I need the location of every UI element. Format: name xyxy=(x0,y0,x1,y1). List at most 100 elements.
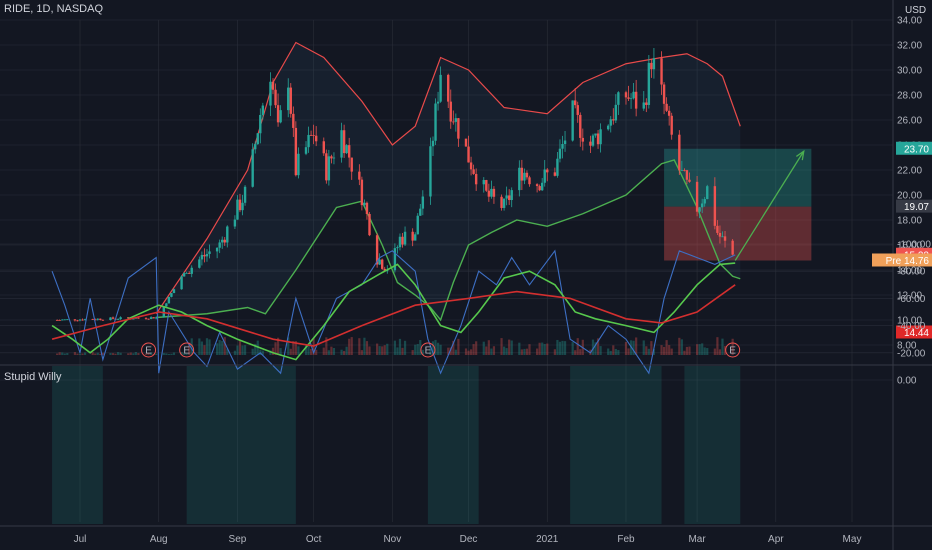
volume-bar xyxy=(502,346,506,355)
volume-bar xyxy=(170,353,173,355)
volume-bar xyxy=(439,344,442,355)
candle xyxy=(312,135,315,136)
price-tick-label: 20.00 xyxy=(897,191,922,202)
volume-bar xyxy=(226,348,229,355)
candle xyxy=(340,130,343,158)
candle xyxy=(276,105,280,123)
candle xyxy=(576,105,579,115)
candle xyxy=(452,121,455,123)
candle xyxy=(716,225,719,233)
candle xyxy=(713,186,717,226)
candle xyxy=(398,236,402,248)
volume-bar xyxy=(487,340,490,355)
volume-bar xyxy=(294,341,297,355)
volume-bar xyxy=(162,353,165,355)
candle xyxy=(447,74,450,102)
volume-bar xyxy=(701,343,704,355)
volume-bar xyxy=(150,352,153,355)
candle xyxy=(101,319,105,321)
candle xyxy=(172,289,176,294)
candle xyxy=(538,186,541,191)
volume-bar xyxy=(594,342,597,355)
volume-bar xyxy=(523,348,526,355)
volume-bar xyxy=(467,350,470,355)
volume-bar xyxy=(447,347,450,355)
candle xyxy=(457,118,460,139)
volume-bar xyxy=(61,352,64,355)
indicator-label[interactable]: Stupid Willy xyxy=(4,371,61,383)
volume-bar xyxy=(411,350,414,355)
volume-bar xyxy=(327,350,330,355)
candle xyxy=(454,118,458,122)
candle xyxy=(325,153,328,181)
price-tick-label: 28.00 xyxy=(897,91,922,102)
osc-shade xyxy=(570,366,662,524)
osc-tick-label: -40.00 xyxy=(897,321,926,332)
osc-shade xyxy=(684,366,741,524)
candle xyxy=(706,186,709,200)
candle xyxy=(297,153,300,176)
volume-bar xyxy=(596,338,600,355)
candle xyxy=(380,259,384,269)
price-tag xyxy=(896,199,932,213)
candle xyxy=(322,141,325,154)
candle xyxy=(137,317,140,319)
volume-bar xyxy=(378,346,381,355)
volume-bar xyxy=(520,349,523,355)
time-tick-label: Nov xyxy=(383,534,401,545)
volume-bar xyxy=(243,345,247,355)
volume-bar xyxy=(645,346,648,355)
candle xyxy=(180,276,183,290)
candle xyxy=(304,147,308,154)
candle xyxy=(518,167,521,191)
candle xyxy=(167,296,171,304)
candle xyxy=(624,92,628,98)
candle xyxy=(667,110,671,116)
volume-bar xyxy=(91,352,94,355)
volume-bar xyxy=(167,353,170,355)
candle xyxy=(614,104,618,121)
price-tick-label: 12.00 xyxy=(897,291,922,302)
currency-text: USD xyxy=(905,5,927,16)
volume-bar xyxy=(129,352,132,355)
volume-bar xyxy=(538,342,541,355)
volume-bar xyxy=(292,341,295,355)
candle xyxy=(449,101,452,122)
candle xyxy=(469,162,473,170)
earnings-marker xyxy=(179,342,195,358)
volume-bar xyxy=(419,339,422,355)
volume-bar xyxy=(518,342,521,355)
volume-bar xyxy=(241,345,244,355)
candle xyxy=(683,170,686,171)
candle xyxy=(119,317,122,320)
volume-bar xyxy=(508,339,511,355)
candle xyxy=(665,103,668,111)
volume-bar xyxy=(350,337,353,355)
candle xyxy=(543,169,546,183)
volume-bar xyxy=(200,341,203,355)
volume-bar xyxy=(81,353,84,355)
volume-bar xyxy=(269,350,272,355)
volume-bar xyxy=(309,349,313,355)
volume-bar xyxy=(632,340,635,355)
candle xyxy=(607,125,610,130)
candle xyxy=(393,248,397,271)
volume-bar xyxy=(716,337,719,355)
volume-bar xyxy=(683,350,686,355)
currency-label: USD xyxy=(905,5,926,16)
price-tick-label: 26.00 xyxy=(897,116,922,127)
volume-bar xyxy=(454,349,457,355)
candle xyxy=(289,87,292,114)
candle xyxy=(259,114,262,134)
candle xyxy=(182,273,186,277)
volume-bar xyxy=(525,348,529,355)
volume-bar xyxy=(624,342,628,355)
candle xyxy=(251,149,254,187)
volume-bar xyxy=(127,353,130,355)
series xyxy=(51,41,805,375)
time-tick-label: Mar xyxy=(688,534,706,545)
price-tag-label: 19.07 xyxy=(904,202,929,213)
candle xyxy=(698,207,701,212)
candle xyxy=(520,167,524,181)
